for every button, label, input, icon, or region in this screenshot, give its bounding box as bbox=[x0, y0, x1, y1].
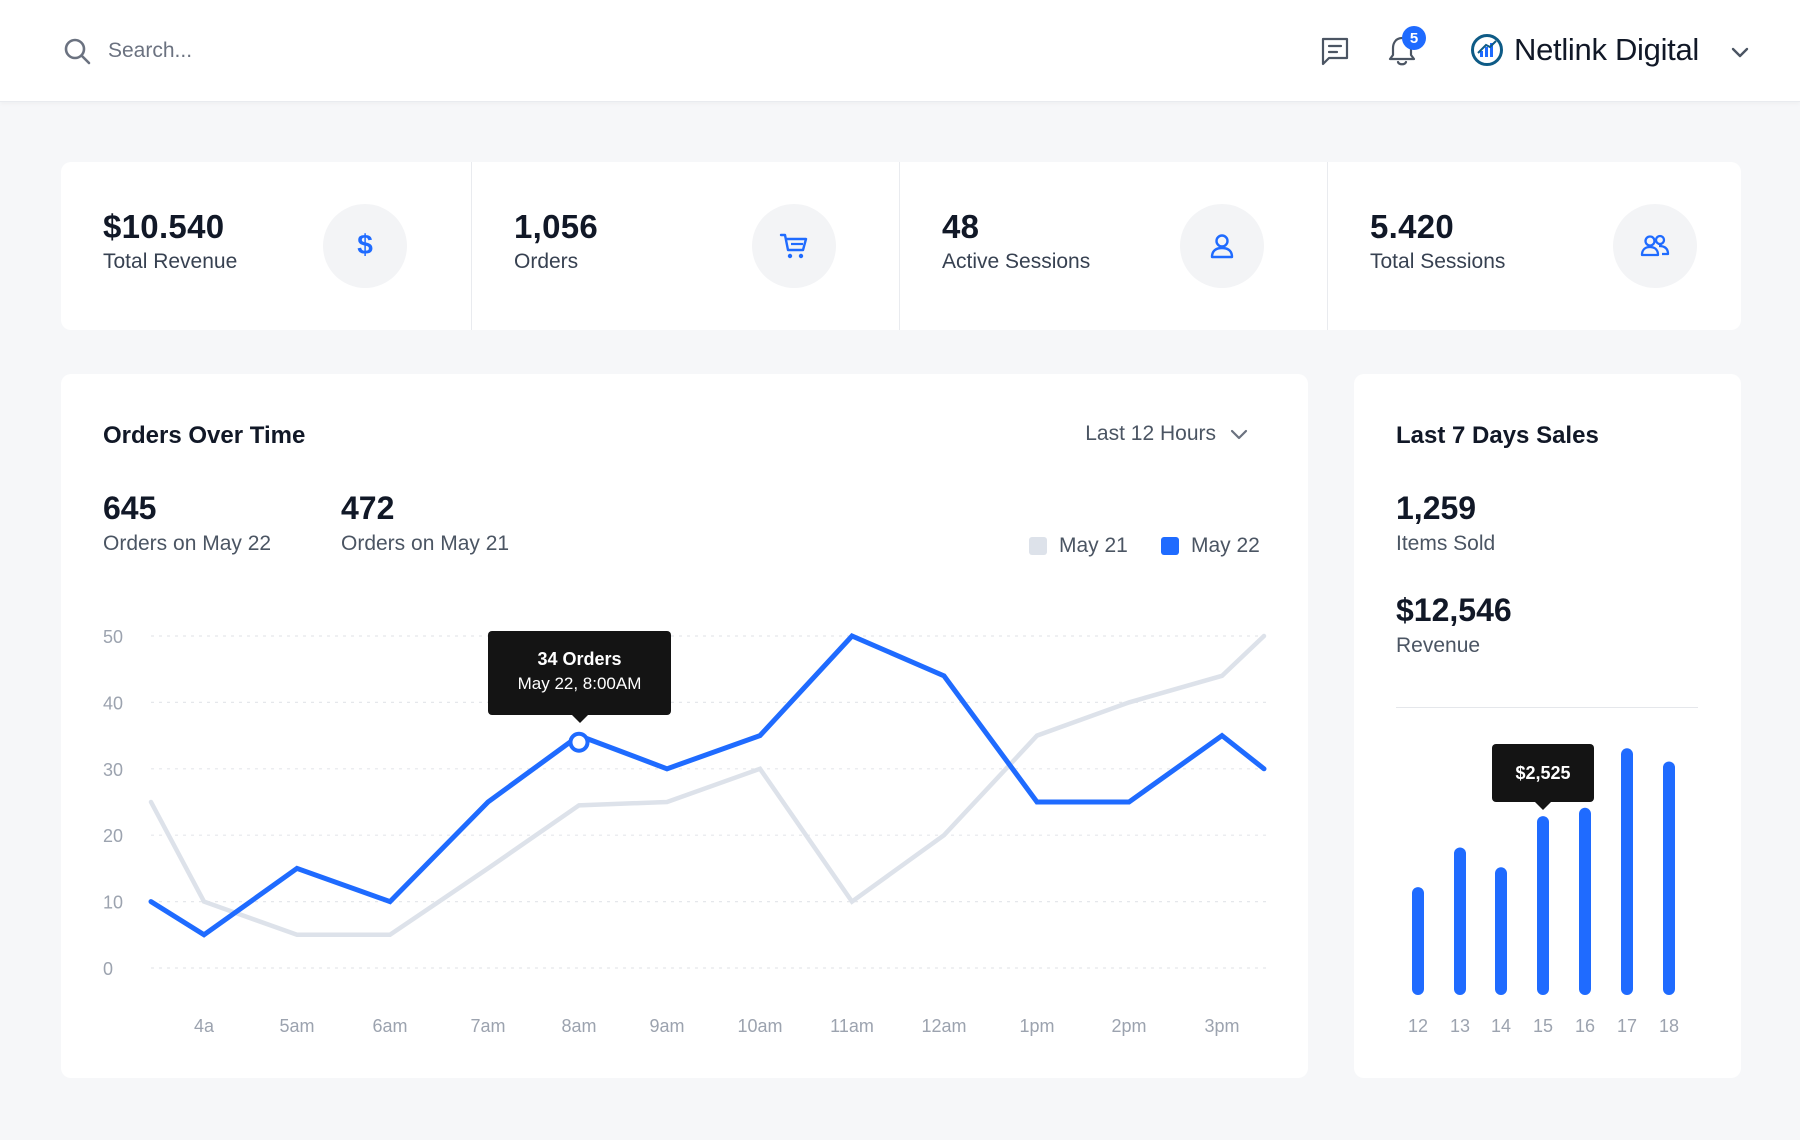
stat-label: Active Sessions bbox=[942, 250, 1091, 273]
top-bar: 5 Netlink Digital bbox=[0, 0, 1800, 102]
y-tick-label: 10 bbox=[103, 893, 123, 913]
notification-badge: 5 bbox=[1402, 26, 1426, 50]
x-tick-label: 18 bbox=[1659, 1016, 1679, 1036]
x-tick-label: 5am bbox=[279, 1016, 314, 1036]
tooltip-subtitle: May 22, 8:00AM bbox=[517, 674, 642, 694]
stat-label: Orders bbox=[514, 250, 579, 273]
items-sold-label: Items Sold bbox=[1396, 532, 1496, 555]
brand-name: Netlink Digital bbox=[1514, 32, 1700, 67]
legend-swatch bbox=[1029, 537, 1047, 555]
cart-icon bbox=[752, 204, 836, 288]
user-icon bbox=[1180, 204, 1264, 288]
stats-row: $10.540 Total Revenue $ 1,056 Orders 48 … bbox=[61, 162, 1741, 330]
x-tick-label: 17 bbox=[1617, 1016, 1637, 1036]
kpi-value: 472 bbox=[341, 490, 395, 526]
stat-card-orders: 1,056 Orders bbox=[472, 162, 900, 330]
x-tick-label: 12 bbox=[1408, 1016, 1428, 1036]
chevron-down-icon bbox=[1230, 429, 1248, 440]
stat-value: 1,056 bbox=[514, 208, 599, 245]
chevron-down-icon[interactable] bbox=[1728, 40, 1752, 64]
legend-item-may21: May 21 bbox=[1029, 534, 1128, 558]
y-tick-label: 0 bbox=[103, 959, 113, 979]
x-tick-label: 1pm bbox=[1019, 1016, 1054, 1036]
stat-card-revenue: $10.540 Total Revenue $ bbox=[61, 162, 472, 330]
legend-item-may22: May 22 bbox=[1161, 534, 1260, 558]
y-tick-label: 50 bbox=[103, 627, 123, 647]
time-range-select[interactable]: Last 12 Hours bbox=[1085, 422, 1250, 446]
x-tick-label: 11am bbox=[830, 1016, 874, 1036]
users-icon bbox=[1613, 204, 1697, 288]
x-tick-label: 15 bbox=[1533, 1016, 1553, 1036]
legend-swatch bbox=[1161, 537, 1179, 555]
stat-label: Total Sessions bbox=[1370, 250, 1506, 273]
divider bbox=[1396, 707, 1698, 708]
orders-over-time-card: Orders Over Time Last 12 Hours 645 Order… bbox=[61, 374, 1308, 1078]
x-tick-label: 10am bbox=[737, 1016, 782, 1036]
svg-text:$: $ bbox=[357, 231, 373, 260]
highlight-point bbox=[568, 731, 590, 753]
search-input[interactable] bbox=[108, 39, 408, 63]
legend-label: May 22 bbox=[1191, 534, 1260, 557]
x-tick-label: 16 bbox=[1575, 1016, 1595, 1036]
chart-tooltip: $2,525 bbox=[1492, 744, 1594, 811]
revenue-label: Revenue bbox=[1396, 634, 1481, 657]
chart-tooltip: 34 Orders May 22, 8:00AM bbox=[488, 631, 671, 724]
y-tick-label: 20 bbox=[103, 826, 123, 846]
x-tick-label: 14 bbox=[1491, 1016, 1511, 1036]
x-tick-label: 4a bbox=[194, 1016, 215, 1036]
brand-logo bbox=[1471, 34, 1503, 66]
kpi-label: Orders on May 21 bbox=[341, 532, 510, 555]
series-line-may-22 bbox=[148, 633, 1267, 938]
x-tick-label: 3pm bbox=[1204, 1016, 1239, 1036]
y-tick-label: 40 bbox=[103, 693, 123, 713]
message-icon[interactable] bbox=[1318, 34, 1352, 68]
tooltip-title: 34 Orders bbox=[537, 649, 622, 670]
kpi-label: Orders on May 22 bbox=[103, 532, 272, 555]
x-tick-label: 8am bbox=[561, 1016, 596, 1036]
sales-bar-chart: 12 13 14 15 16 17 18 bbox=[1408, 748, 1679, 1036]
revenue-value: $12,546 bbox=[1396, 592, 1512, 628]
time-range-label: Last 12 Hours bbox=[1085, 422, 1216, 445]
items-sold-value: 1,259 bbox=[1396, 490, 1477, 526]
stat-value: 5.420 bbox=[1370, 208, 1455, 245]
last-7-days-sales-card: Last 7 Days Sales 1,259 Items Sold $12,5… bbox=[1354, 374, 1741, 1078]
stat-value: 48 bbox=[942, 208, 980, 245]
x-tick-label: 12am bbox=[921, 1016, 966, 1036]
legend-label: May 21 bbox=[1059, 534, 1128, 557]
card-title: Last 7 Days Sales bbox=[1396, 422, 1599, 449]
series-line-may-21 bbox=[148, 633, 1267, 938]
x-tick-label: 2pm bbox=[1111, 1016, 1146, 1036]
dollar-icon: $ bbox=[323, 204, 407, 288]
search-bar[interactable] bbox=[62, 32, 408, 70]
card-title: Orders Over Time bbox=[103, 422, 306, 449]
y-tick-label: 30 bbox=[103, 760, 123, 780]
x-tick-label: 6am bbox=[372, 1016, 407, 1036]
x-tick-label: 13 bbox=[1450, 1016, 1470, 1036]
stat-label: Total Revenue bbox=[103, 250, 238, 273]
stat-card-active-sessions: 48 Active Sessions bbox=[900, 162, 1328, 330]
account-switcher[interactable]: Netlink Digital bbox=[1470, 28, 1699, 72]
search-icon bbox=[64, 38, 91, 65]
tooltip-value: $2,525 bbox=[1515, 763, 1571, 784]
x-tick-label: 9am bbox=[649, 1016, 684, 1036]
kpi-value: 645 bbox=[103, 490, 157, 526]
stat-value: $10.540 bbox=[103, 208, 225, 245]
x-tick-label: 7am bbox=[470, 1016, 505, 1036]
stat-card-total-sessions: 5.420 Total Sessions bbox=[1328, 162, 1741, 330]
orders-line-chart: 0 10 20 30 40 50 4a 5am 6am 7am 8am 9am 10am 11am 12am… bbox=[103, 627, 1268, 1036]
